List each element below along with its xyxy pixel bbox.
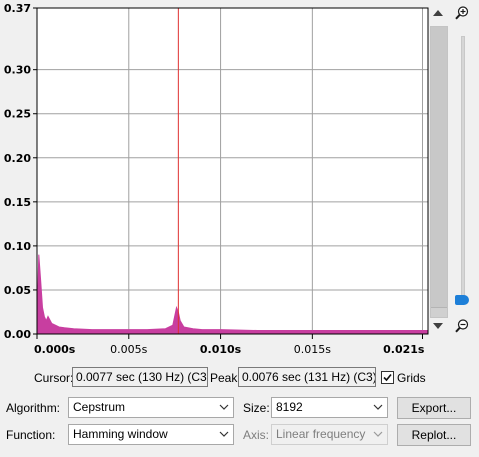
y-tick-label: 0.37 (4, 2, 31, 15)
function-select[interactable]: Hamming window (68, 424, 234, 445)
export-button[interactable]: Export... (397, 397, 471, 419)
chevron-down-icon (373, 431, 383, 437)
replot-button[interactable]: Replot... (397, 424, 471, 446)
vertical-scrollbar[interactable] (430, 26, 448, 318)
y-tick-label: 0.00 (4, 328, 31, 341)
check-icon (383, 373, 392, 382)
grids-checkbox[interactable] (381, 371, 394, 384)
x-tick-label: 0.010s (200, 343, 242, 356)
x-tick-label: 0.000s (34, 343, 76, 356)
algorithm-select[interactable]: Cepstrum (68, 397, 234, 418)
vertical-scrollbar-thumb[interactable] (431, 27, 447, 308)
y-tick-label: 0.10 (4, 240, 31, 253)
y-tick-label: 0.15 (4, 196, 31, 209)
plot-frame (36, 7, 429, 335)
algorithm-label: Algorithm: (6, 401, 61, 415)
peak-label: Peak: (210, 371, 241, 385)
axis-value: Linear frequency (276, 427, 366, 441)
peak-readout: 0.0076 sec (131 Hz) (C3) (238, 367, 376, 387)
axis-select[interactable]: Linear frequency (271, 424, 388, 445)
scroll-up-arrow-icon[interactable] (433, 10, 443, 16)
chevron-down-icon (373, 404, 383, 410)
size-label: Size: (243, 401, 270, 415)
x-tick-label: 0.021s (383, 343, 425, 356)
x-tick-label: 0.015s (294, 343, 331, 356)
function-label: Function: (6, 428, 56, 442)
spectrum-plot-area: 0.37 0.30 0.25 0.20 0.15 0.10 0.05 0.00 0.000s 0.… (0, 0, 469, 362)
zoom-in-icon[interactable] (455, 6, 469, 20)
spectrum-chart[interactable]: 0.37 0.30 0.25 0.20 0.15 0.10 0.05 0.000.000s 0.… (0, 0, 430, 362)
y-tick-label: 0.20 (4, 152, 31, 165)
zoom-out-icon[interactable] (455, 319, 469, 333)
zoom-slider-thumb[interactable] (455, 295, 469, 305)
algorithm-value: Cepstrum (73, 400, 126, 414)
size-value: 8192 (276, 400, 303, 414)
chevron-down-icon (219, 431, 229, 437)
y-tick-label: 0.05 (4, 284, 31, 297)
y-tick-label: 0.30 (4, 64, 31, 77)
y-tick-label: 0.25 (4, 108, 31, 121)
plot-background (37, 8, 428, 334)
scroll-down-arrow-icon[interactable] (433, 323, 443, 329)
zoom-slider-track[interactable] (461, 36, 465, 300)
cursor-label: Cursor: (34, 371, 74, 385)
chevron-down-icon (219, 404, 229, 410)
grids-label: Grids (397, 371, 426, 385)
function-value: Hamming window (73, 427, 168, 441)
cursor-readout: 0.0077 sec (130 Hz) (C3) (72, 367, 208, 387)
x-tick-label: 0.005s (110, 343, 147, 356)
size-select[interactable]: 8192 (271, 397, 388, 418)
spectrum-area (36, 254, 429, 335)
axis-label: Axis: (243, 428, 270, 442)
